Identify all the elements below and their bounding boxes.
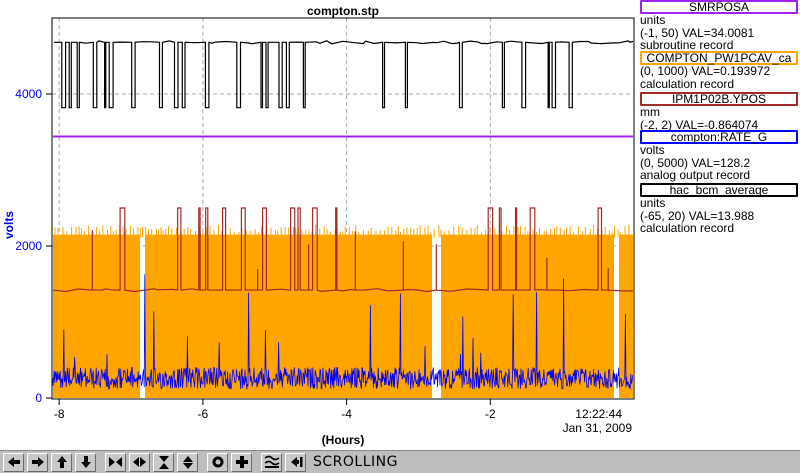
x-tick-label: -6 [198, 407, 209, 421]
x-tick-label: -8 [54, 407, 65, 421]
zoom-out-horizontal-button[interactable] [129, 452, 150, 472]
y-axis-label: volts [2, 211, 16, 239]
zoom-in-horizontal-icon [109, 457, 122, 467]
end-time-label: 12:22:44 [575, 407, 622, 421]
series-noise [52, 274, 633, 391]
down-arrow-icon [80, 456, 91, 468]
x-tick-label: -4 [341, 407, 352, 421]
legend-pv-name[interactable]: IPM1P02B.YPOS [640, 92, 798, 106]
add-button[interactable] [231, 452, 252, 472]
stripchart-plot[interactable]: compton.stp volts 0 2000 4000 -8 -6 -4 -2 (Ho… [0, 0, 638, 450]
y-tick-label: 4000 [15, 87, 42, 101]
record-icon [212, 456, 223, 468]
zoom-in-horizontal-button[interactable] [105, 452, 126, 472]
autoscale-button[interactable] [261, 452, 282, 472]
y-tick-label: 0 [35, 391, 42, 405]
legend-detail: units [640, 196, 666, 210]
series-band [619, 234, 633, 398]
scroll-mode-status: SCROLLING [313, 454, 398, 470]
legend-pv-name[interactable]: SMRPOSA [640, 0, 798, 14]
x-axis-label: (Hours) [322, 433, 365, 447]
scroll-down-button[interactable] [75, 452, 96, 472]
legend-pv-name[interactable]: hac_bcm_average [640, 183, 798, 197]
legend-detail: volts [640, 143, 665, 157]
first-icon [290, 457, 302, 467]
scroll-left-button[interactable] [3, 452, 24, 472]
legend-detail: units [640, 13, 666, 27]
legend-detail: (-1, 50) VAL=34.0081 [640, 25, 755, 40]
series-dropouts [54, 40, 634, 109]
left-arrow-icon [7, 457, 20, 467]
zoom-out-vertical-button[interactable] [177, 452, 198, 472]
legend-detail: mm [640, 105, 660, 119]
series-spiky [52, 207, 634, 293]
legend-entry[interactable]: compton:RATE_G volts (0, 5000) VAL=128.2 an… [638, 130, 800, 182]
legend-entry[interactable]: IPM1P02B.YPOS mm (-2, 2) VAL=-0.864074 [638, 92, 800, 131]
record-button[interactable] [207, 452, 228, 472]
control-toolbar: SCROLLING [0, 450, 800, 473]
x-tick-label: -2 [485, 407, 496, 421]
add-icon [235, 456, 248, 468]
legend-entry[interactable]: hac_bcm_average units (-65, 20) VAL=13.988… [638, 183, 800, 235]
zoom-out-vertical-icon [182, 455, 193, 469]
right-arrow-icon [31, 457, 44, 467]
zoom-out-horizontal-icon [133, 457, 146, 467]
legend-detail: subroutine record [640, 38, 734, 52]
legend-detail: (-65, 20) VAL=13.988 [640, 208, 755, 223]
legend-detail: calculation record [640, 76, 735, 91]
y-tick-label: 2000 [15, 239, 42, 253]
autoscale-icon [264, 455, 279, 468]
zoom-in-vertical-button[interactable] [153, 452, 174, 472]
legend-pv-name[interactable]: COMPTON_PW1PCAV_ca [640, 51, 798, 65]
legend-detail: (0, 5000) VAL=128.2 [640, 155, 751, 170]
legend-entry[interactable]: SMRPOSA units (-1, 50) VAL=34.0081 subrouti… [638, 0, 800, 52]
chart-title: compton.stp [307, 4, 379, 18]
legend-detail: analog output record [640, 168, 751, 182]
scroll-up-button[interactable] [51, 452, 72, 472]
legend-pv-name[interactable]: compton:RATE_G [640, 130, 798, 144]
plot-frame [51, 17, 635, 400]
scroll-right-button[interactable] [27, 452, 48, 472]
zoom-in-vertical-icon [158, 455, 169, 469]
legend-detail: (-2, 2) VAL=-0.864074 [640, 117, 759, 132]
legend-detail: calculation record [640, 221, 735, 235]
up-arrow-icon [56, 456, 67, 468]
end-date-label: Jan 31, 2009 [563, 421, 633, 435]
legend-detail: (0, 1000) VAL=0.193972 [640, 64, 771, 78]
legend-entry[interactable]: COMPTON_PW1PCAV_ca (0, 1000) VAL=0.193972… [638, 51, 800, 90]
first-button[interactable] [285, 452, 306, 472]
